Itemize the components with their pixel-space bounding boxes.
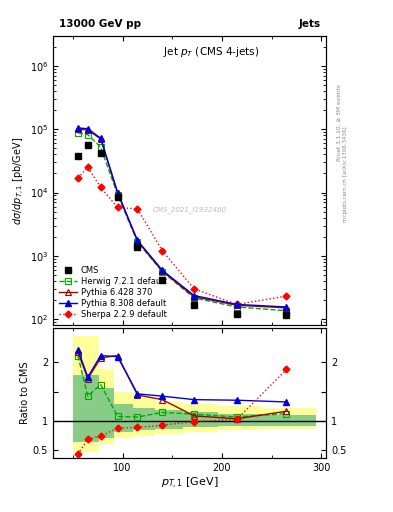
Line: Pythia 6.428 370: Pythia 6.428 370 xyxy=(75,126,290,311)
Text: 13000 GeV pp: 13000 GeV pp xyxy=(59,18,141,29)
Sherpa 2.2.9 default xyxy=(115,204,120,210)
CMS xyxy=(98,150,103,156)
CMS xyxy=(284,312,289,318)
Pythia 6.428 370 xyxy=(284,305,289,311)
Pythia 8.308 default xyxy=(160,267,165,273)
Text: mcplots.cern.ch [arXiv:1306.3436]: mcplots.cern.ch [arXiv:1306.3436] xyxy=(343,126,348,222)
Sherpa 2.2.9 default xyxy=(98,184,103,190)
Herwig 7.2.1 default xyxy=(85,132,90,138)
X-axis label: $p_{T,1}$ [GeV]: $p_{T,1}$ [GeV] xyxy=(161,476,219,491)
Pythia 6.428 370 xyxy=(85,127,90,133)
Y-axis label: $d\sigma/dp_{T,1}$ [pb/GeV]: $d\sigma/dp_{T,1}$ [pb/GeV] xyxy=(12,136,27,225)
Herwig 7.2.1 default xyxy=(135,239,140,245)
Herwig 7.2.1 default xyxy=(115,191,120,198)
Sherpa 2.2.9 default xyxy=(135,206,140,212)
Text: Jet $p_T$ (CMS 4-jets): Jet $p_T$ (CMS 4-jets) xyxy=(163,45,260,58)
Pythia 8.308 default xyxy=(98,135,103,141)
Pythia 8.308 default xyxy=(284,304,289,310)
Pythia 8.308 default xyxy=(135,237,140,243)
Pythia 8.308 default xyxy=(235,302,239,308)
Herwig 7.2.1 default xyxy=(98,144,103,151)
Sherpa 2.2.9 default xyxy=(160,248,165,254)
Pythia 6.428 370 xyxy=(115,190,120,196)
CMS xyxy=(235,311,239,317)
Pythia 6.428 370 xyxy=(75,126,80,132)
Pythia 8.308 default xyxy=(192,292,196,298)
Pythia 6.428 370 xyxy=(235,302,239,308)
Herwig 7.2.1 default xyxy=(235,304,239,310)
Line: Sherpa 2.2.9 default: Sherpa 2.2.9 default xyxy=(75,165,289,307)
Pythia 8.308 default xyxy=(75,125,80,131)
Herwig 7.2.1 default xyxy=(284,308,289,314)
Y-axis label: Ratio to CMS: Ratio to CMS xyxy=(20,361,30,424)
CMS xyxy=(135,243,140,249)
Sherpa 2.2.9 default xyxy=(85,164,90,170)
Pythia 8.308 default xyxy=(85,125,90,132)
Text: Jets: Jets xyxy=(299,18,321,29)
Sherpa 2.2.9 default xyxy=(235,302,239,308)
Pythia 6.428 370 xyxy=(160,268,165,274)
Text: CMS_2021_I1932460: CMS_2021_I1932460 xyxy=(152,206,227,213)
Sherpa 2.2.9 default xyxy=(284,293,289,299)
Line: Pythia 8.308 default: Pythia 8.308 default xyxy=(75,125,290,310)
CMS xyxy=(115,194,120,200)
CMS xyxy=(85,142,90,148)
Herwig 7.2.1 default xyxy=(160,269,165,275)
CMS xyxy=(75,153,80,159)
Pythia 6.428 370 xyxy=(98,136,103,142)
Herwig 7.2.1 default xyxy=(192,295,196,301)
Line: CMS: CMS xyxy=(75,142,290,318)
Pythia 6.428 370 xyxy=(135,238,140,244)
Text: Rivet 3.1.10, ≥ 3M events: Rivet 3.1.10, ≥ 3M events xyxy=(336,84,341,161)
Pythia 6.428 370 xyxy=(192,294,196,300)
Sherpa 2.2.9 default xyxy=(75,175,80,181)
Line: Herwig 7.2.1 default: Herwig 7.2.1 default xyxy=(75,130,290,314)
Legend: CMS, Herwig 7.2.1 default, Pythia 6.428 370, Pythia 8.308 default, Sherpa 2.2.9 : CMS, Herwig 7.2.1 default, Pythia 6.428 … xyxy=(57,264,168,321)
CMS xyxy=(160,276,165,283)
CMS xyxy=(192,302,196,308)
Pythia 8.308 default xyxy=(115,189,120,196)
Herwig 7.2.1 default xyxy=(75,130,80,136)
Sherpa 2.2.9 default xyxy=(192,286,196,292)
